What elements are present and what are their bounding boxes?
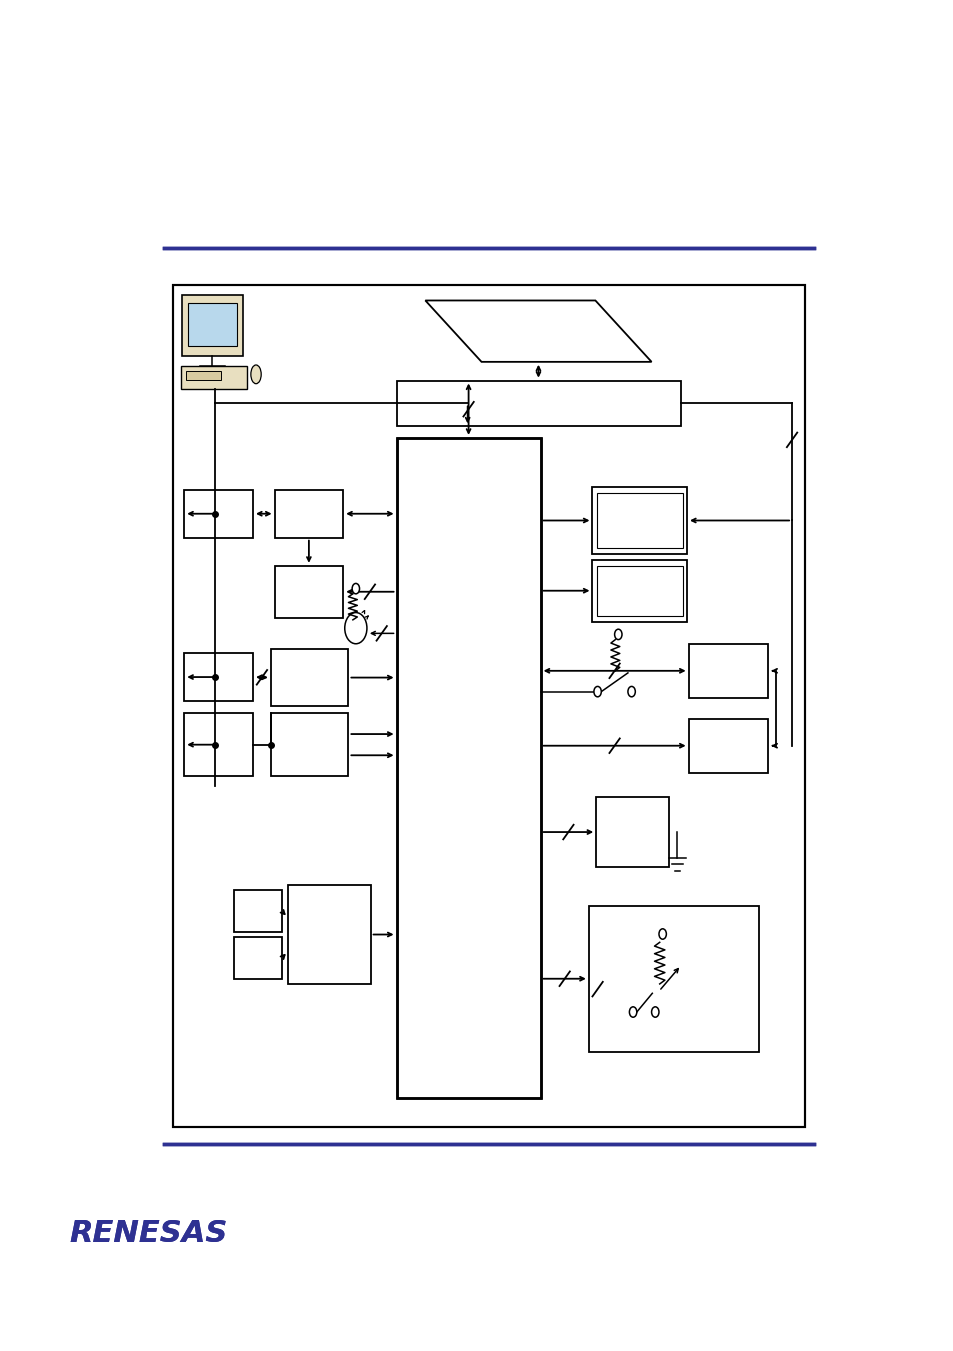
Bar: [271, 713, 348, 775]
Circle shape: [659, 928, 665, 939]
Bar: [396, 381, 680, 427]
Bar: [592, 559, 686, 621]
Bar: [396, 438, 540, 1098]
Polygon shape: [425, 300, 651, 362]
Circle shape: [627, 686, 635, 697]
Bar: [188, 303, 236, 346]
Bar: [588, 907, 758, 1051]
Circle shape: [344, 612, 367, 644]
Circle shape: [352, 584, 359, 594]
Bar: [186, 372, 221, 380]
Bar: [184, 713, 253, 775]
Circle shape: [594, 686, 600, 697]
Bar: [173, 285, 804, 1128]
Bar: [597, 493, 682, 549]
Bar: [182, 296, 242, 355]
Bar: [688, 719, 767, 773]
Ellipse shape: [251, 365, 261, 384]
Bar: [596, 797, 668, 867]
Bar: [180, 366, 247, 389]
Bar: [592, 486, 686, 554]
Bar: [288, 885, 371, 984]
Bar: [173, 285, 804, 1128]
Circle shape: [629, 1006, 636, 1017]
Text: RENESAS: RENESAS: [70, 1220, 228, 1248]
Circle shape: [651, 1006, 659, 1017]
Bar: [274, 490, 343, 538]
Text: RENESAS: RENESAS: [70, 1220, 228, 1248]
Bar: [274, 566, 343, 617]
Bar: [597, 566, 682, 616]
Bar: [271, 648, 348, 707]
Bar: [233, 890, 282, 932]
Bar: [184, 653, 253, 701]
Circle shape: [614, 630, 621, 639]
Bar: [184, 490, 253, 538]
Bar: [688, 644, 767, 698]
Bar: [396, 438, 540, 1098]
Bar: [233, 938, 282, 978]
